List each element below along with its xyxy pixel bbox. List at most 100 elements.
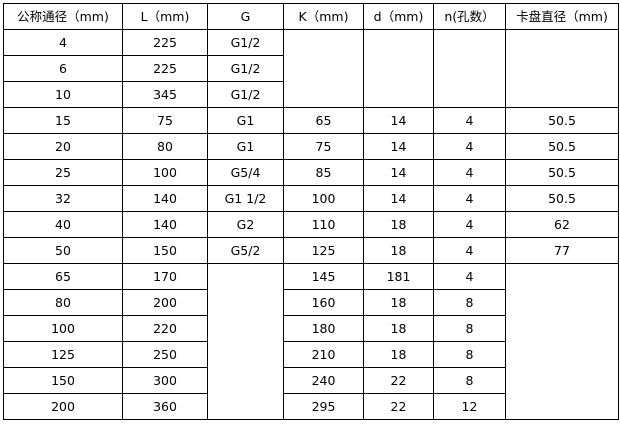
table-row: 80 200 160 18 8 — [3, 289, 619, 316]
cell-d: 14 — [363, 107, 434, 134]
table-row: 20 80 G1 75 14 4 50.5 — [3, 133, 619, 160]
cell-length: 150 — [122, 237, 208, 264]
cell-hole-count: 4 — [433, 211, 506, 238]
cell-k: 145 — [283, 263, 364, 290]
cell-hole-count: 4 — [433, 185, 506, 212]
cell-length: 75 — [122, 107, 208, 134]
cell-hole-count: 8 — [433, 341, 506, 368]
cell-nominal-diameter: 65 — [3, 263, 123, 290]
cell-nominal-diameter: 200 — [3, 393, 123, 420]
cell-d: 18 — [363, 315, 434, 342]
column-header-k: K（mm) — [283, 3, 364, 30]
cell-nominal-diameter: 40 — [3, 211, 123, 238]
cell-length: 225 — [122, 29, 208, 56]
table-row: 200 360 295 22 12 — [3, 393, 619, 420]
cell-thread: G1 1/2 — [207, 185, 284, 212]
cell-hole-count: 4 — [433, 159, 506, 186]
cell-chuck-diameter: 62 — [505, 211, 619, 238]
cell-length: 360 — [122, 393, 208, 420]
cell-d: 18 — [363, 341, 434, 368]
cell-length: 170 — [122, 263, 208, 290]
cell-k: 65 — [283, 107, 364, 134]
cell-nominal-diameter: 4 — [3, 29, 123, 56]
cell-thread: G5/2 — [207, 237, 284, 264]
cell-nominal-diameter: 10 — [3, 81, 123, 108]
cell-thread: G1 — [207, 133, 284, 160]
cell-hole-count: 4 — [433, 107, 506, 134]
cell-d: 14 — [363, 185, 434, 212]
header-row: 公称通径（mm) L（mm) G K（mm) d（mm) n(孔数） 卡盘直径（… — [3, 3, 619, 30]
cell-hole-count: 4 — [433, 263, 506, 290]
cell-k: 160 — [283, 289, 364, 316]
cell-length: 80 — [122, 133, 208, 160]
column-header-hole-count: n(孔数） — [433, 3, 506, 30]
cell-chuck-diameter: 50.5 — [505, 133, 619, 160]
cell-k: 75 — [283, 133, 364, 160]
cell-k: 180 — [283, 315, 364, 342]
cell-hole-count: 12 — [433, 393, 506, 420]
table-row: 40 140 G2 110 18 4 62 — [3, 211, 619, 238]
cell-nominal-diameter: 25 — [3, 159, 123, 186]
cell-hole-count: 4 — [433, 133, 506, 160]
cell-k: 240 — [283, 367, 364, 394]
cell-length: 200 — [122, 289, 208, 316]
cell-nominal-diameter: 32 — [3, 185, 123, 212]
cell-length: 140 — [122, 211, 208, 238]
cell-k: 110 — [283, 211, 364, 238]
cell-thread: G1/2 — [207, 55, 284, 82]
cell-hole-count: 8 — [433, 289, 506, 316]
cell-empty — [363, 29, 434, 108]
cell-hole-count: 4 — [433, 237, 506, 264]
cell-d: 18 — [363, 211, 434, 238]
cell-d: 18 — [363, 289, 434, 316]
cell-nominal-diameter: 100 — [3, 315, 123, 342]
cell-nominal-diameter: 150 — [3, 367, 123, 394]
table-row: 6 225 G1/2 — [3, 55, 619, 82]
cell-d: 18 — [363, 237, 434, 264]
table-row: 4 225 G1/2 — [3, 29, 619, 108]
cell-d: 14 — [363, 159, 434, 186]
table-row: 32 140 G1 1/2 100 14 4 50.5 — [3, 185, 619, 212]
cell-thread: G5/4 — [207, 159, 284, 186]
cell-k: 295 — [283, 393, 364, 420]
cell-k: 210 — [283, 341, 364, 368]
table-body: 4 225 G1/2 6 225 G1/2 10 345 G1/2 15 75 G1 65 14 4 50.5… — [3, 29, 619, 420]
cell-thread: G1/2 — [207, 29, 284, 56]
cell-chuck-diameter: 50.5 — [505, 185, 619, 212]
cell-length: 100 — [122, 159, 208, 186]
column-header-d: d（mm) — [363, 3, 434, 30]
cell-hole-count: 8 — [433, 315, 506, 342]
cell-nominal-diameter: 50 — [3, 237, 123, 264]
cell-chuck-diameter: 50.5 — [505, 107, 619, 134]
cell-nominal-diameter: 15 — [3, 107, 123, 134]
cell-hole-count: 8 — [433, 367, 506, 394]
table-row: 15 75 G1 65 14 4 50.5 — [3, 107, 619, 134]
cell-d: 22 — [363, 367, 434, 394]
cell-k: 100 — [283, 185, 364, 212]
cell-nominal-diameter: 6 — [3, 55, 123, 82]
column-header-nominal-diameter: 公称通径（mm) — [3, 3, 123, 30]
spec-table-container: 公称通径（mm) L（mm) G K（mm) d（mm) n(孔数） 卡盘直径（… — [3, 3, 619, 420]
cell-thread: G1/2 — [207, 81, 284, 108]
cell-k: 125 — [283, 237, 364, 264]
cell-length: 345 — [122, 81, 208, 108]
cell-nominal-diameter: 80 — [3, 289, 123, 316]
cell-empty — [505, 263, 619, 420]
cell-length: 225 — [122, 55, 208, 82]
cell-d: 14 — [363, 133, 434, 160]
column-header-chuck-diameter: 卡盘直径（mm) — [505, 3, 619, 30]
cell-empty — [505, 29, 619, 108]
cell-empty — [433, 29, 506, 108]
cell-thread: G2 — [207, 211, 284, 238]
table-row: 125 250 210 18 8 — [3, 341, 619, 368]
table-row: 25 100 G5/4 85 14 4 50.5 — [3, 159, 619, 186]
cell-chuck-diameter: 50.5 — [505, 159, 619, 186]
table-row: 50 150 G5/2 125 18 4 77 — [3, 237, 619, 264]
cell-empty — [207, 263, 284, 420]
column-header-length: L（mm) — [122, 3, 208, 30]
cell-length: 140 — [122, 185, 208, 212]
cell-nominal-diameter: 20 — [3, 133, 123, 160]
cell-thread: G1 — [207, 107, 284, 134]
cell-nominal-diameter: 125 — [3, 341, 123, 368]
cell-chuck-diameter: 77 — [505, 237, 619, 264]
